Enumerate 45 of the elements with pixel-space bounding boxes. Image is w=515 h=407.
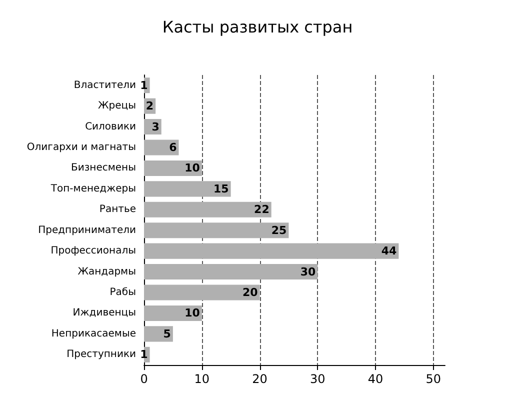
y-tick-label: Профессионалы (50, 246, 136, 257)
bar (144, 181, 231, 197)
data-label: 1 (140, 78, 148, 92)
x-tick-label: 30 (310, 372, 326, 386)
y-tick-label: Жрецы (98, 100, 136, 112)
data-label: 6 (169, 141, 178, 154)
data-label: 20 (242, 286, 258, 299)
y-tick-label: Предприниматели (38, 224, 136, 236)
data-label: 30 (300, 265, 316, 278)
chart-title: Касты развитых стран (162, 18, 353, 36)
y-tick-label: Рантье (99, 204, 136, 216)
y-tick-label: Бизнесмены (71, 162, 136, 174)
bar (144, 264, 318, 280)
x-tick-label: 50 (426, 372, 442, 386)
x-tick-label: 20 (252, 372, 268, 386)
bar (144, 140, 179, 156)
bar (144, 305, 202, 321)
data-label: 2 (146, 100, 154, 113)
bar (144, 202, 272, 218)
data-label: 15 (214, 182, 229, 196)
y-tick-label: Рабы (110, 287, 136, 298)
bar (144, 284, 260, 300)
data-label: 44 (381, 244, 398, 258)
data-label: 1 (140, 348, 148, 362)
y-tick-label: Силовики (85, 121, 136, 132)
x-tick-label: 40 (368, 372, 384, 386)
bar (144, 326, 173, 342)
y-tick-label: Жандармы (78, 266, 136, 278)
x-tick-label: 0 (140, 372, 148, 386)
x-tick-label: 10 (194, 372, 210, 386)
y-tick-label: Топ-менеджеры (50, 183, 136, 194)
bar (144, 222, 289, 238)
bar (144, 160, 202, 176)
data-label: 10 (184, 162, 200, 175)
y-tick-label: Неприкасаемые (51, 328, 136, 340)
y-tick-label: Властители (74, 80, 136, 91)
bar (144, 243, 399, 259)
y-tick-label: Иждивенцы (72, 308, 136, 319)
data-label: 22 (254, 203, 270, 216)
data-label: 10 (184, 306, 200, 320)
data-label: 3 (152, 120, 160, 134)
y-tick-label: Преступники (66, 349, 136, 360)
data-label: 5 (163, 327, 171, 340)
data-label: 25 (271, 224, 287, 237)
y-tick-label: Олигархи и магнаты (26, 142, 136, 153)
